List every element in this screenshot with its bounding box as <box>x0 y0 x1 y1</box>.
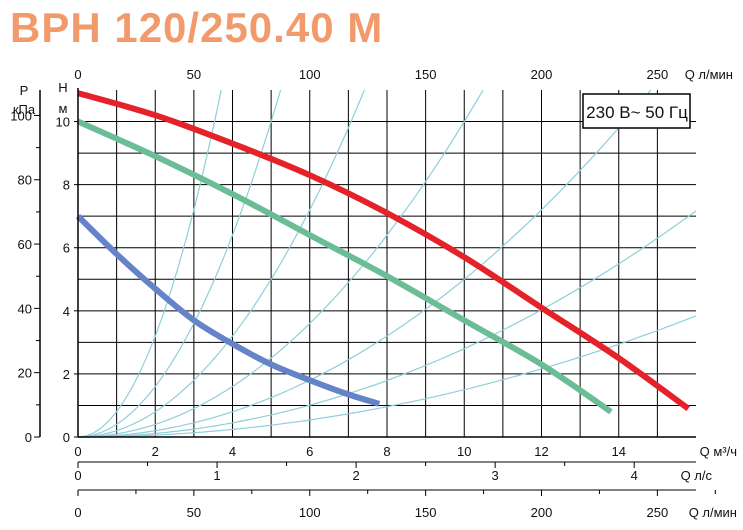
system-curve <box>77 89 222 438</box>
flow-lmin-bottom-tick-label: 0 <box>74 505 81 520</box>
head-tick-label: 4 <box>63 304 70 319</box>
flow-lmin-top-tick-label: 50 <box>187 67 201 82</box>
pressure-axis-label-unit: кПа <box>13 102 36 117</box>
flow-m3h-tick-label: 2 <box>152 444 159 459</box>
flow-lmin-bottom-tick-label: 250 <box>647 505 669 520</box>
flow-m3h-tick-label: 14 <box>612 444 626 459</box>
flow-lmin-top-tick-label: 150 <box>415 67 437 82</box>
system-curve <box>77 89 282 438</box>
pressure-tick-label: 20 <box>18 366 32 381</box>
head-tick-label: 10 <box>56 115 70 130</box>
head-tick-label: 2 <box>63 367 70 382</box>
flow-m3h-tick-label: 4 <box>229 444 236 459</box>
pressure-axis-label-top: Р <box>20 83 29 98</box>
pressure-tick-label: 40 <box>18 301 32 316</box>
flow-lmin-bottom-tick-label: 200 <box>531 505 553 520</box>
head-tick-label: 0 <box>63 430 70 445</box>
flow-m3h-tick-label: 10 <box>457 444 471 459</box>
pressure-tick-label: 80 <box>18 173 32 188</box>
flow-m3h-tick-label: 0 <box>74 444 81 459</box>
system-curve <box>77 89 484 438</box>
flow-lmin-top-tick-label: 200 <box>531 67 553 82</box>
flow-ls-tick-label: 3 <box>492 468 499 483</box>
system-curves <box>77 89 697 438</box>
flow-lmin-top-tick-label: 0 <box>74 67 81 82</box>
flow-ls-axis-label: Q л/с <box>681 468 713 483</box>
flow-m3h-axis-label: Q м³/ч <box>700 444 737 459</box>
flow-lmin-top-axis-label: Q л/мин <box>685 67 733 82</box>
pressure-tick-label: 60 <box>18 237 32 252</box>
pump-curve <box>77 90 691 412</box>
flow-ls-tick-label: 0 <box>74 468 81 483</box>
flow-lmin-bottom-tick-label: 150 <box>415 505 437 520</box>
flow-lmin-bottom-tick-label: 100 <box>299 505 321 520</box>
flow-m3h-tick-label: 12 <box>534 444 548 459</box>
head-axis-label-unit: м <box>59 101 68 116</box>
system-curve <box>78 315 697 438</box>
flow-lmin-bottom-tick-label: 50 <box>187 505 201 520</box>
pressure-tick-label: 100 <box>10 108 32 123</box>
pressure-tick-label: 0 <box>25 430 32 445</box>
grid <box>78 90 696 437</box>
voltage-annotation-box: 230 В~ 50 Гц <box>582 93 691 129</box>
flow-ls-tick-label: 4 <box>631 468 638 483</box>
head-tick-label: 6 <box>63 241 70 256</box>
flow-ls-tick-label: 1 <box>213 468 220 483</box>
flow-m3h-tick-label: 6 <box>306 444 313 459</box>
pump-curve <box>75 214 381 407</box>
chart-title: BPH 120/250.40 M <box>10 4 384 51</box>
system-curve <box>78 210 697 438</box>
flow-lmin-top-tick-label: 100 <box>299 67 321 82</box>
pump-curve <box>76 118 613 415</box>
flow-lmin-top-tick-label: 250 <box>647 67 669 82</box>
flow-lmin-bottom-axis-label: Q л/мин <box>689 505 737 520</box>
voltage-annotation: 230 В~ 50 Гц <box>586 103 688 122</box>
head-axis-label-top: Н <box>58 80 67 95</box>
flow-ls-tick-label: 2 <box>352 468 359 483</box>
system-curve <box>77 89 652 438</box>
flow-m3h-tick-label: 8 <box>383 444 390 459</box>
head-tick-label: 8 <box>63 178 70 193</box>
pump-curves <box>75 90 691 415</box>
